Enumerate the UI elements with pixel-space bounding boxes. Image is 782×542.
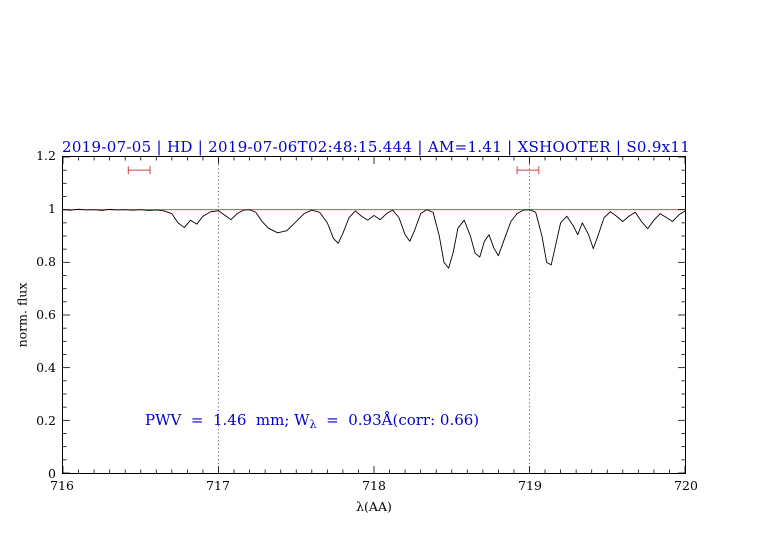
spectrum-curve — [63, 208, 685, 269]
y-tick-label: 0.6 — [36, 307, 56, 322]
spectrum-plot-canvas — [63, 157, 685, 473]
plot-area — [62, 156, 686, 474]
x-tick-label: 716 — [50, 478, 74, 493]
y-tick-label: 1 — [48, 201, 56, 216]
x-tick-label: 720 — [674, 478, 698, 493]
x-axis-label: λ(AA) — [356, 499, 392, 514]
x-tick-label: 719 — [518, 478, 542, 493]
y-tick-label: 1.2 — [36, 148, 56, 163]
annotation-suffix: = 0.93Å(corr: 0.66) — [316, 411, 480, 429]
annotation-lambda-subscript: λ — [309, 418, 317, 431]
x-tick-label: 717 — [206, 478, 230, 493]
y-tick-label: 0.2 — [36, 413, 56, 428]
x-tick-label: 718 — [362, 478, 386, 493]
y-tick-label: 0 — [48, 466, 56, 481]
annotation-prefix: PWV = 1.46 mm; W — [145, 411, 310, 429]
y-tick-label: 0.4 — [36, 360, 56, 375]
pwv-annotation: PWV = 1.46 mm; Wλ = 0.93Å(corr: 0.66) — [145, 411, 479, 431]
y-tick-label: 0.8 — [36, 254, 56, 269]
plot-title: 2019-07-05 | HD | 2019-07-06T02:48:15.44… — [62, 138, 691, 156]
